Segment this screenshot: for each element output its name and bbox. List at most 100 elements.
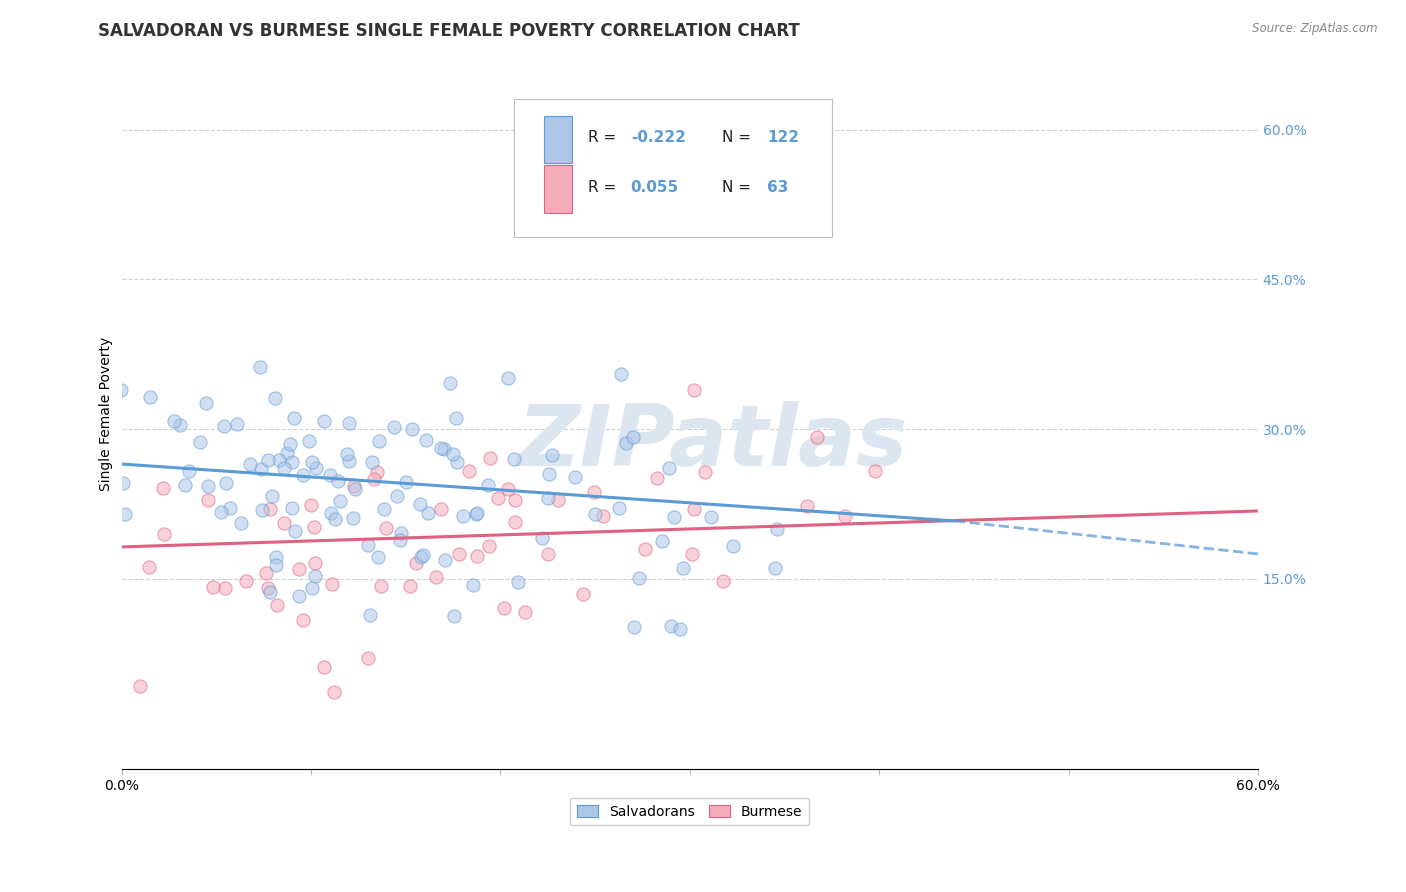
Point <box>250 503 273 517</box>
Point <box>298 434 321 448</box>
Point <box>415 434 437 448</box>
Point <box>865 464 887 478</box>
Point <box>412 549 434 563</box>
Point <box>197 478 219 492</box>
Point <box>249 462 271 476</box>
Point <box>503 493 526 508</box>
Point <box>283 411 305 425</box>
Point <box>101 372 124 386</box>
Point <box>319 506 342 520</box>
Point <box>361 455 384 469</box>
Point <box>101 508 124 523</box>
Point <box>401 422 423 436</box>
Point <box>259 584 281 599</box>
Y-axis label: Single Female Poverty: Single Female Poverty <box>100 337 114 491</box>
Point <box>288 562 311 576</box>
Point <box>195 396 218 410</box>
Point <box>215 476 238 491</box>
Text: SALVADORAN VS BURMESE SINGLE FEMALE POVERTY CORRELATION CHART: SALVADORAN VS BURMESE SINGLE FEMALE POVE… <box>98 22 800 40</box>
Point <box>430 441 453 455</box>
Point <box>444 411 467 425</box>
Point <box>229 516 252 530</box>
Point <box>235 574 257 588</box>
Point <box>439 376 461 391</box>
Point <box>583 507 606 521</box>
Point <box>304 556 326 570</box>
Text: N =: N = <box>721 179 755 194</box>
Point <box>389 525 412 540</box>
Point <box>592 509 614 524</box>
Point <box>433 552 456 566</box>
Point <box>366 465 388 479</box>
FancyBboxPatch shape <box>544 165 572 213</box>
Point <box>101 570 124 584</box>
Point <box>610 367 633 381</box>
Point <box>101 541 124 555</box>
Point <box>291 613 314 627</box>
Text: R =: R = <box>588 130 620 145</box>
Point <box>254 566 277 580</box>
Point <box>269 452 291 467</box>
Point <box>114 508 136 522</box>
Point <box>357 538 380 552</box>
Point <box>226 417 249 432</box>
Point <box>441 447 464 461</box>
Point <box>614 436 637 450</box>
Point <box>682 548 704 562</box>
Point <box>111 476 134 491</box>
Point <box>304 569 326 583</box>
Point <box>370 579 392 593</box>
Point <box>101 414 124 428</box>
Point <box>457 464 479 478</box>
Point <box>700 510 723 524</box>
Point <box>337 416 360 430</box>
Point <box>508 574 530 589</box>
Point <box>564 470 586 484</box>
Point <box>478 539 501 553</box>
Point <box>276 446 298 460</box>
Point <box>239 457 262 471</box>
Point <box>101 546 124 560</box>
Point <box>139 390 162 404</box>
Point <box>492 601 515 615</box>
Point <box>291 467 314 482</box>
Point <box>301 581 323 595</box>
Point <box>496 371 519 385</box>
Point <box>284 524 307 538</box>
Point <box>425 570 447 584</box>
Point <box>693 466 716 480</box>
Point <box>796 499 818 513</box>
Point <box>651 534 673 549</box>
Point <box>405 556 427 570</box>
Point <box>711 574 734 588</box>
Point <box>305 461 328 475</box>
Point <box>398 579 420 593</box>
Point <box>273 516 295 530</box>
Point <box>669 623 692 637</box>
Point <box>357 650 380 665</box>
Point <box>281 500 304 515</box>
Point <box>266 558 288 573</box>
FancyBboxPatch shape <box>544 116 572 163</box>
Point <box>367 434 389 448</box>
Text: 122: 122 <box>768 130 799 145</box>
Point <box>659 619 682 633</box>
Point <box>273 460 295 475</box>
Point <box>503 515 526 529</box>
Point <box>312 414 335 428</box>
Point <box>763 561 786 575</box>
Text: R =: R = <box>588 179 620 194</box>
Point <box>177 464 200 478</box>
Point <box>344 483 367 497</box>
Point <box>658 461 681 475</box>
Point <box>197 492 219 507</box>
Point <box>621 430 644 444</box>
Point <box>571 587 593 601</box>
Point <box>266 598 288 612</box>
Point <box>447 547 470 561</box>
Point <box>323 512 346 526</box>
Point <box>337 454 360 468</box>
Point <box>373 501 395 516</box>
Point <box>278 437 301 451</box>
Point <box>319 468 342 483</box>
